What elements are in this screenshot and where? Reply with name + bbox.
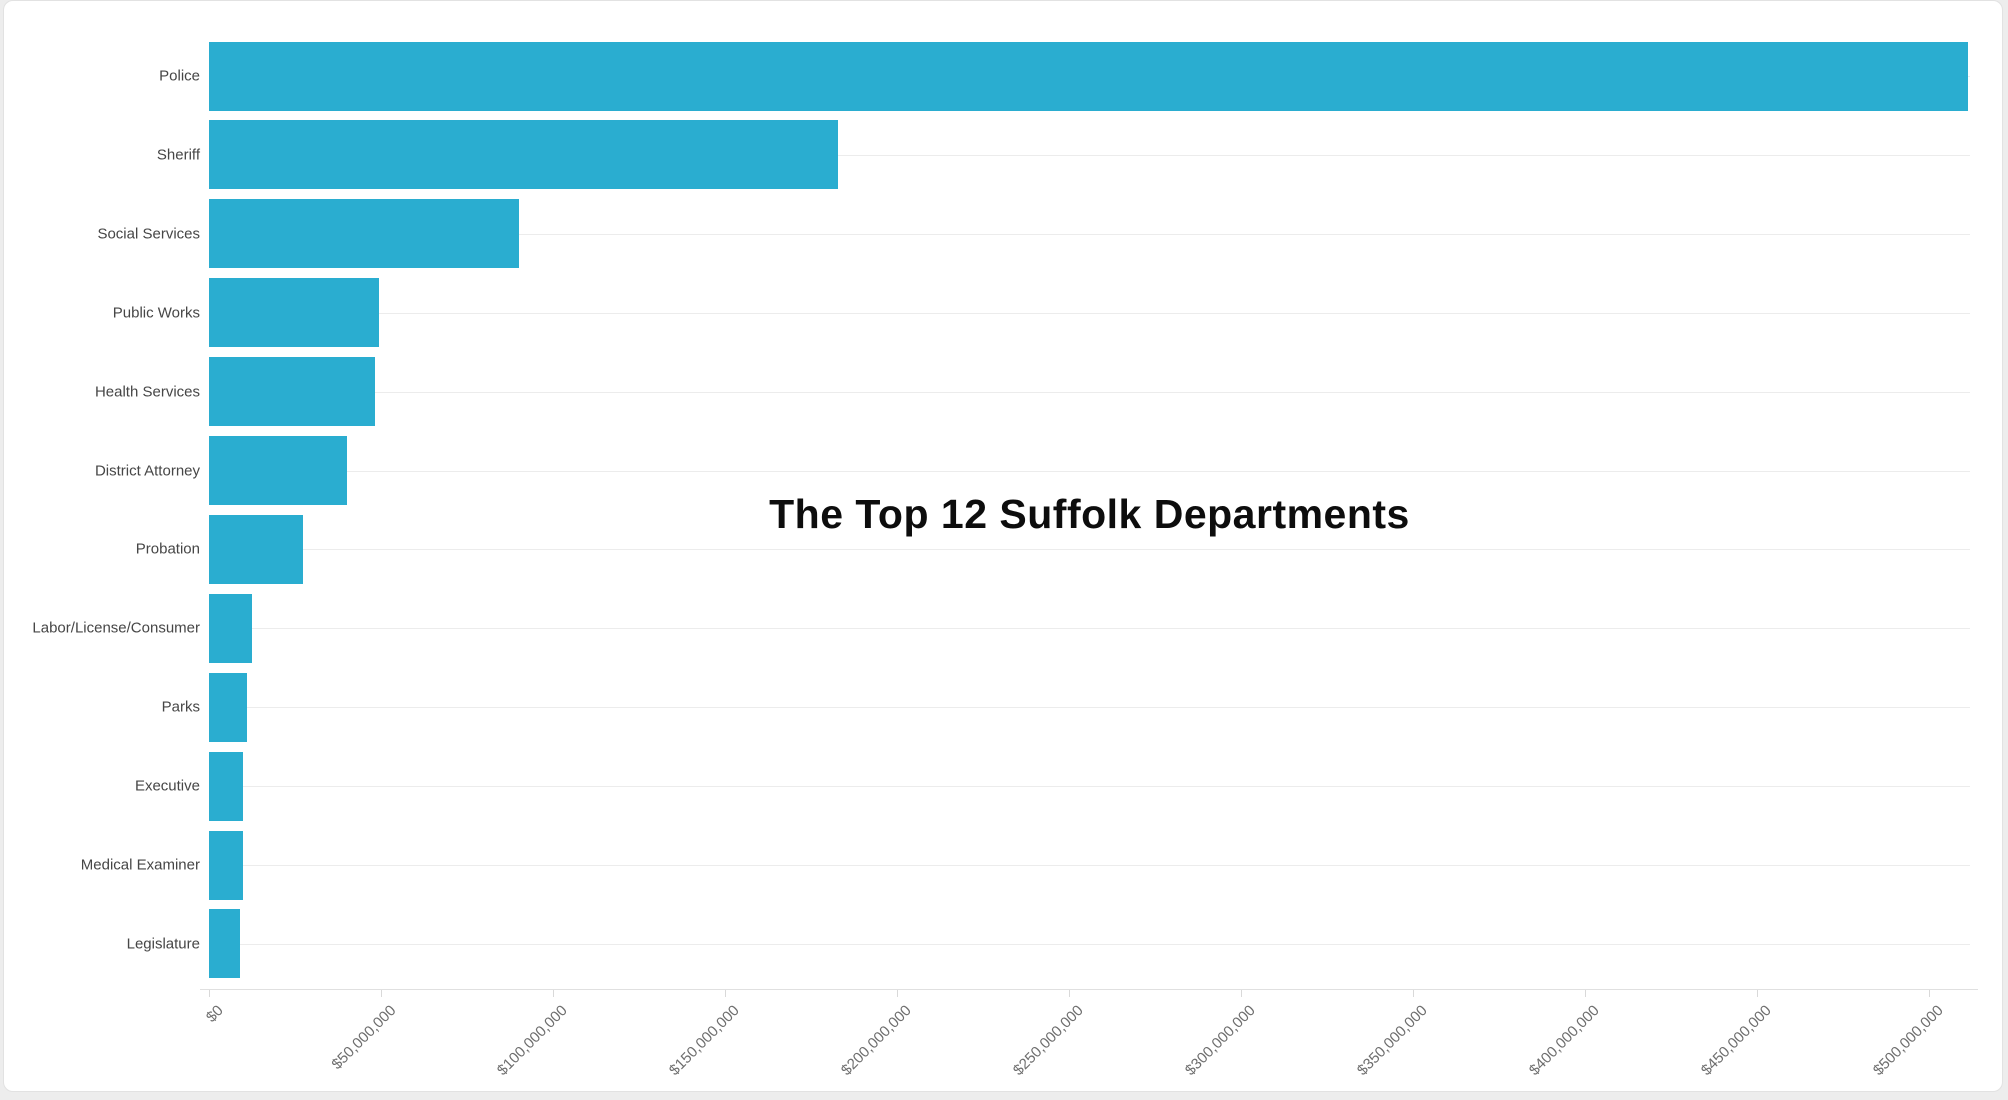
bar-social-services[interactable] (209, 199, 519, 268)
x-axis-tick (1241, 990, 1242, 997)
x-axis-tick (1413, 990, 1414, 997)
gridline (209, 155, 1970, 156)
category-label-police: Police (159, 67, 200, 85)
category-label-social-services: Social Services (97, 225, 200, 243)
gridline (209, 786, 1970, 787)
x-axis-tick (381, 990, 382, 997)
x-axis-tick (1929, 990, 1930, 997)
gridline (209, 313, 1970, 314)
chart-title: The Top 12 Suffolk Departments (769, 491, 1410, 537)
category-label-medical-examiner: Medical Examiner (80, 856, 200, 874)
category-label-parks: Parks (161, 698, 200, 716)
gridline (209, 944, 1970, 945)
x-axis-tick (553, 990, 554, 997)
x-axis-tick (1585, 990, 1586, 997)
x-axis-tick (725, 990, 726, 997)
x-axis-tick (1757, 990, 1758, 997)
category-label-labor-license-consumer: Labor/License/Consumer (32, 619, 200, 637)
x-axis-tick-label: $100,000,000 (494, 1002, 572, 1079)
bar-medical-examiner[interactable] (209, 831, 243, 900)
x-axis-tick (209, 990, 210, 997)
bar-legislature[interactable] (209, 909, 240, 978)
x-axis-tick-label: $250,000,000 (1010, 1002, 1088, 1079)
x-axis-tick-label: $200,000,000 (838, 1002, 916, 1079)
x-axis-tick-label: $150,000,000 (666, 1002, 744, 1079)
gridline (209, 707, 1970, 708)
bar-sheriff[interactable] (209, 120, 839, 189)
bar-health-services[interactable] (209, 357, 376, 426)
category-label-sheriff: Sheriff (156, 146, 200, 164)
gridline (209, 392, 1970, 393)
category-label-district-attorney: District Attorney (94, 462, 200, 480)
x-axis-tick-label: $50,000,000 (328, 1002, 400, 1074)
gridline (209, 471, 1970, 472)
bar-parks[interactable] (209, 673, 247, 742)
x-axis-line (200, 989, 1978, 990)
category-label-probation: Probation (135, 540, 200, 558)
x-axis-tick-label: $300,000,000 (1182, 1002, 1260, 1079)
category-label-legislature: Legislature (126, 935, 200, 953)
x-axis-tick-label: $350,000,000 (1354, 1002, 1432, 1079)
gridline (209, 865, 1970, 866)
category-label-health-services: Health Services (94, 383, 200, 401)
bar-executive[interactable] (209, 752, 244, 821)
x-axis-tick-label: $0 (203, 1002, 228, 1026)
x-axis-tick-label: $500,000,000 (1870, 1002, 1948, 1079)
x-axis-tick-label: $400,000,000 (1526, 1002, 1604, 1079)
gridline (209, 549, 1970, 550)
x-axis-tick (1069, 990, 1070, 997)
bar-police[interactable] (209, 42, 1969, 111)
gridline (209, 628, 1970, 629)
gridline (209, 234, 1970, 235)
bar-district-attorney[interactable] (209, 436, 347, 505)
category-label-public-works: Public Works (112, 304, 200, 322)
bar-public-works[interactable] (209, 278, 380, 347)
bar-probation[interactable] (209, 515, 303, 584)
x-axis-tick-label: $450,000,000 (1698, 1002, 1776, 1079)
category-label-executive: Executive (134, 777, 200, 795)
bar-labor-license-consumer[interactable] (209, 594, 252, 663)
x-axis-tick (897, 990, 898, 997)
